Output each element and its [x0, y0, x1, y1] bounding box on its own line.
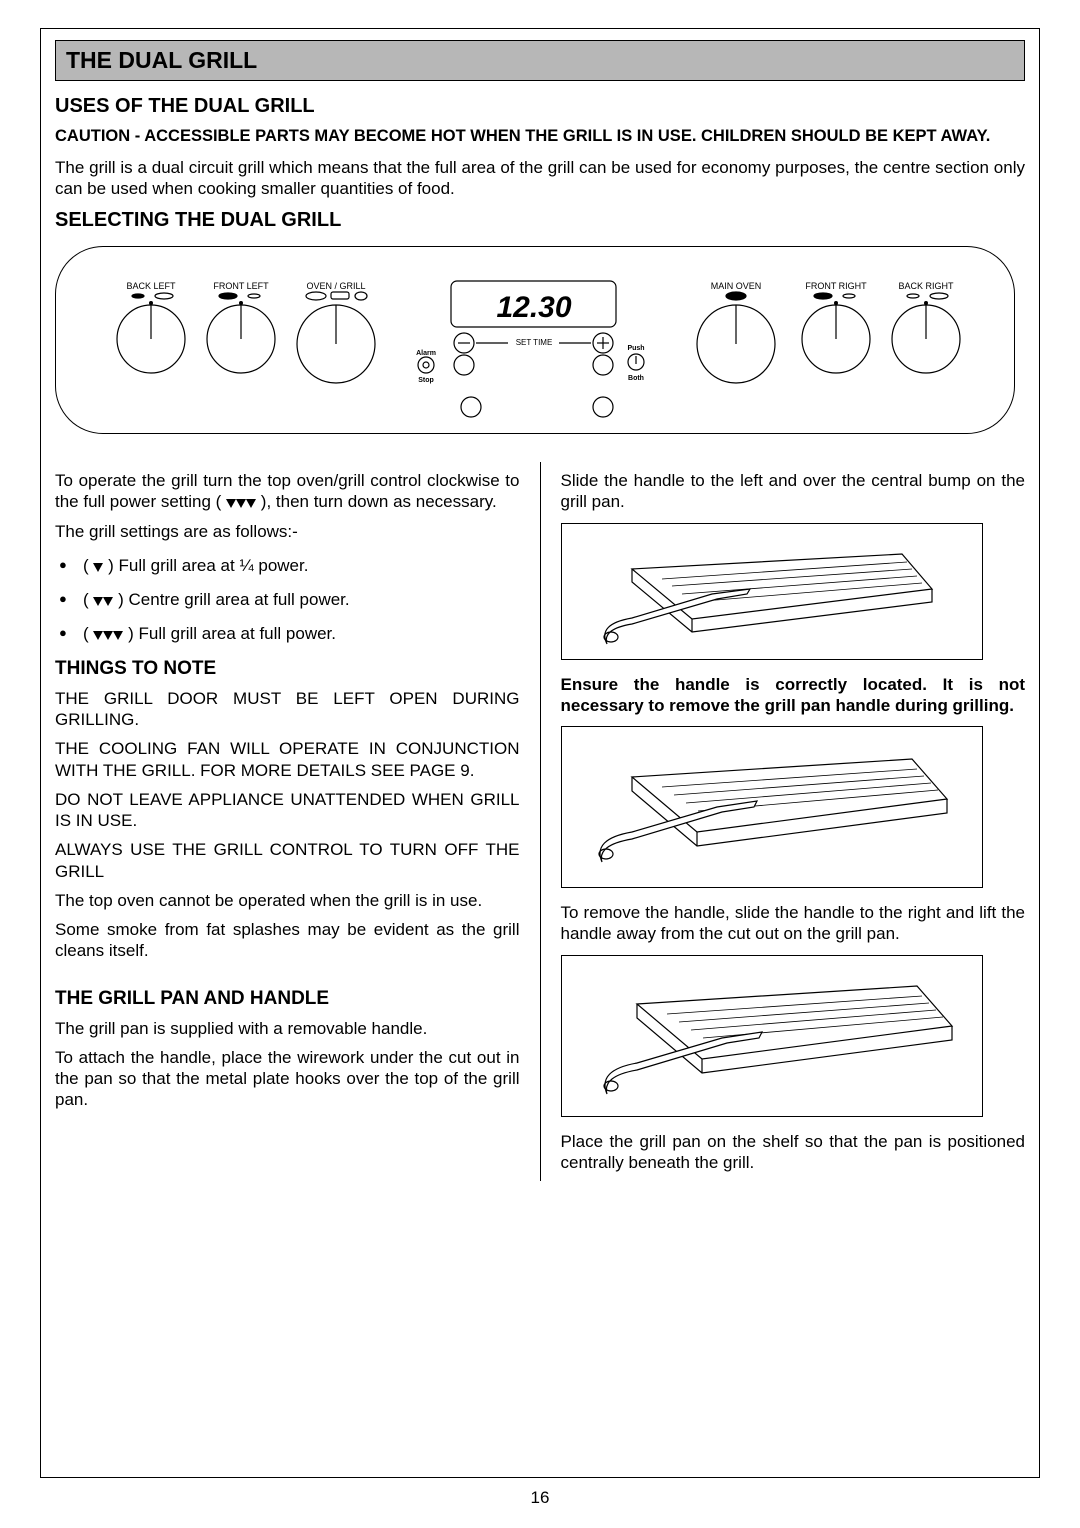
note-3: DO NOT LEAVE APPLIANCE UNATTENDED WHEN G…	[55, 789, 520, 832]
note-6: Some smoke from fat splashes may be evid…	[55, 919, 520, 962]
svg-text:FRONT LEFT: FRONT LEFT	[213, 281, 269, 291]
svg-text:BACK RIGHT: BACK RIGHT	[898, 281, 954, 291]
heading-selecting: SELECTING THE DUAL GRILL	[55, 209, 1025, 232]
section-title-bar: THE DUAL GRILL	[55, 40, 1025, 81]
heading-things-to-note: THINGS TO NOTE	[55, 658, 520, 680]
triangle-icon	[246, 499, 256, 508]
right-p2: To remove the handle, slide the handle t…	[561, 902, 1026, 945]
triangle-icon	[93, 597, 103, 606]
list-item: ( ) Full grill area at ¼ power.	[55, 556, 520, 576]
b1a: (	[83, 556, 89, 575]
b1b: ) Full grill area at ¼ power.	[108, 556, 308, 575]
svg-text:Alarm: Alarm	[416, 350, 436, 357]
triangle-icon	[103, 597, 113, 606]
svg-text:OVEN / GRILL: OVEN / GRILL	[306, 281, 365, 291]
svg-text:MAIN OVEN: MAIN OVEN	[711, 281, 762, 291]
handle-p2: To attach the handle, place the wirework…	[55, 1047, 520, 1111]
svg-text:FRONT RIGHT: FRONT RIGHT	[805, 281, 867, 291]
caution-text: CAUTION - ACCESSIBLE PARTS MAY BECOME HO…	[55, 126, 1025, 147]
triangle-icon	[93, 563, 103, 572]
note-2: THE COOLING FAN WILL OPERATE IN CONJUNCT…	[55, 738, 520, 781]
control-panel-diagram: BACK LEFT FRONT LEFT	[55, 246, 1015, 434]
list-item: ( ) Full grill area at full power.	[55, 624, 520, 644]
grill-pan-illus-1	[561, 523, 983, 660]
operate-text: To operate the grill turn the top oven/g…	[55, 470, 520, 513]
b2a: (	[83, 590, 89, 609]
note-5: The top oven cannot be operated when the…	[55, 890, 520, 911]
note-4: ALWAYS USE THE GRILL CONTROL TO TURN OFF…	[55, 839, 520, 882]
b2b: ) Centre grill area at full power.	[118, 590, 350, 609]
svg-text:12.30: 12.30	[496, 291, 571, 324]
column-separator	[540, 462, 541, 1181]
right-p1: Slide the handle to the left and over th…	[561, 470, 1026, 513]
triangle-icon	[226, 499, 236, 508]
list-item: ( ) Centre grill area at full power.	[55, 590, 520, 610]
grill-pan-illus-3	[561, 955, 983, 1117]
heading-grill-pan-handle: THE GRILL PAN AND HANDLE	[55, 988, 520, 1010]
heading-uses: USES OF THE DUAL GRILL	[55, 95, 1025, 118]
right-p3: Place the grill pan on the shelf so that…	[561, 1131, 1026, 1174]
svg-text:Stop: Stop	[418, 377, 434, 384]
section-title: THE DUAL GRILL	[66, 47, 1014, 74]
triangle-icon	[93, 631, 103, 640]
note-1: THE GRILL DOOR MUST BE LEFT OPEN DURING …	[55, 688, 520, 731]
b3a: (	[83, 624, 89, 643]
intro-text: The grill is a dual circuit grill which …	[55, 157, 1025, 200]
b3b: ) Full grill area at full power.	[128, 624, 336, 643]
handle-p1: The grill pan is supplied with a removab…	[55, 1018, 520, 1039]
svg-text:SET TIME: SET TIME	[516, 338, 553, 347]
svg-text:Both: Both	[628, 375, 644, 382]
triangle-icon	[113, 631, 123, 640]
settings-intro: The grill settings are as follows:-	[55, 521, 520, 542]
grill-pan-illus-2	[561, 726, 983, 888]
ensure-note: Ensure the handle is correctly located. …	[561, 674, 1026, 717]
triangle-icon	[236, 499, 246, 508]
operate-b: ), then turn down as necessary.	[261, 492, 497, 511]
left-column: To operate the grill turn the top oven/g…	[55, 462, 520, 1181]
two-column-region: To operate the grill turn the top oven/g…	[55, 462, 1025, 1181]
grill-settings-list: ( ) Full grill area at ¼ power. ( ) Cent…	[55, 556, 520, 644]
svg-text:Push: Push	[627, 345, 644, 352]
page-number: 16	[0, 1488, 1080, 1508]
svg-text:BACK LEFT: BACK LEFT	[126, 281, 176, 291]
triangle-icon	[103, 631, 113, 640]
right-column: Slide the handle to the left and over th…	[561, 462, 1026, 1181]
